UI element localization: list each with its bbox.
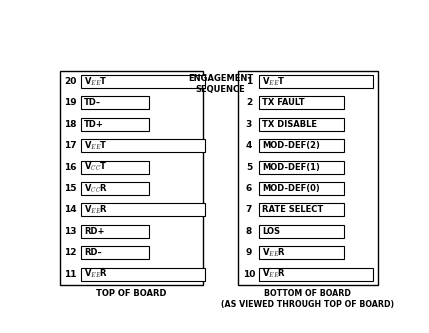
Bar (81, 268, 205, 280)
Text: 6: 6 (246, 184, 252, 193)
Text: 14: 14 (64, 205, 77, 214)
Bar (81, 246, 149, 259)
Text: TX FAULT: TX FAULT (262, 98, 305, 107)
Text: 10: 10 (243, 270, 255, 279)
Bar (81, 203, 205, 216)
Bar (259, 161, 344, 173)
Text: V$_{EE}$R: V$_{EE}$R (262, 246, 287, 259)
Text: BOTTOM OF BOARD
(AS VIEWED THROUGH TOP OF BOARD): BOTTOM OF BOARD (AS VIEWED THROUGH TOP O… (221, 289, 394, 309)
Text: V$_{EE}$R: V$_{EE}$R (84, 268, 108, 280)
Text: 9: 9 (246, 248, 252, 257)
Text: 1: 1 (246, 77, 252, 86)
Text: 11: 11 (64, 270, 77, 279)
Text: TOP OF BOARD: TOP OF BOARD (96, 289, 167, 298)
Bar (81, 161, 149, 173)
Text: 2: 2 (246, 98, 252, 107)
Text: V$_{CC}$T: V$_{CC}$T (84, 161, 107, 173)
Bar (259, 75, 373, 88)
Text: 3: 3 (246, 120, 252, 129)
Text: RD–: RD– (84, 248, 102, 257)
Text: TX DISABLE: TX DISABLE (262, 120, 317, 129)
Text: 7: 7 (246, 205, 252, 214)
Bar (259, 268, 373, 280)
Text: 20: 20 (64, 77, 77, 86)
Text: MOD-DEF(0): MOD-DEF(0) (262, 184, 320, 193)
Text: 8: 8 (246, 227, 252, 236)
Bar (238, 71, 378, 285)
Text: 16: 16 (64, 163, 77, 171)
Text: MOD-DEF(1): MOD-DEF(1) (262, 163, 320, 171)
Text: 4: 4 (246, 141, 252, 150)
Bar (81, 118, 149, 131)
Bar (259, 182, 344, 195)
Text: V$_{CC}$R: V$_{CC}$R (84, 182, 108, 195)
Text: 5: 5 (246, 163, 252, 171)
Text: 15: 15 (64, 184, 77, 193)
Text: TD+: TD+ (84, 120, 104, 129)
Text: V$_{EE}$T: V$_{EE}$T (262, 75, 286, 88)
Bar (81, 75, 205, 88)
Bar (259, 97, 344, 109)
Text: 13: 13 (64, 227, 77, 236)
Text: 18: 18 (64, 120, 77, 129)
Text: LOS: LOS (262, 227, 280, 236)
Text: V$_{EE}$T: V$_{EE}$T (84, 140, 108, 152)
Text: RD+: RD+ (84, 227, 104, 236)
Bar (81, 97, 149, 109)
Text: TD–: TD– (84, 98, 101, 107)
Bar (259, 203, 344, 216)
Bar (60, 71, 203, 285)
Text: MOD-DEF(2): MOD-DEF(2) (262, 141, 320, 150)
Bar (81, 139, 205, 152)
Bar (259, 246, 344, 259)
Text: 12: 12 (64, 248, 77, 257)
Bar (259, 225, 344, 238)
Text: 17: 17 (64, 141, 77, 150)
Bar (259, 139, 344, 152)
Text: V$_{EE}$R: V$_{EE}$R (84, 204, 108, 216)
Text: 19: 19 (64, 98, 77, 107)
Bar (81, 225, 149, 238)
Text: V$_{EE}$R: V$_{EE}$R (262, 268, 287, 280)
Bar (81, 182, 149, 195)
Bar (259, 118, 344, 131)
Text: ENGAGEMENT
SEQUENCE: ENGAGEMENT SEQUENCE (188, 74, 253, 94)
Text: V$_{EE}$T: V$_{EE}$T (84, 75, 108, 88)
Text: RATE SELECT: RATE SELECT (262, 205, 323, 214)
